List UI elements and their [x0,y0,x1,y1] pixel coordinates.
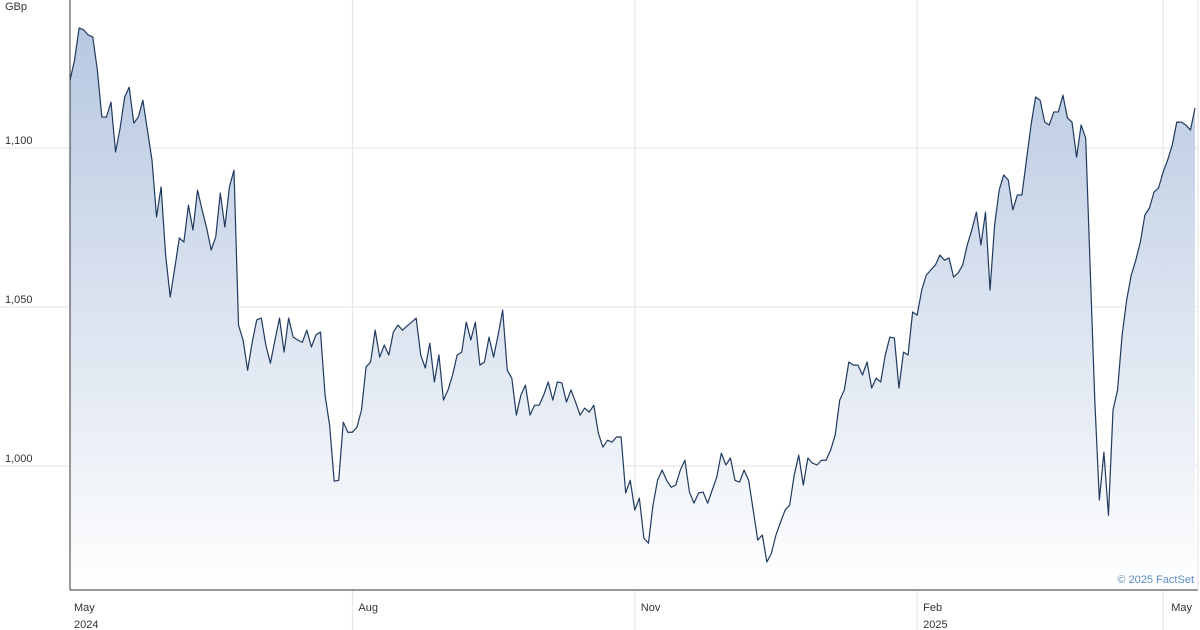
y-tick-label: 1,000 [5,453,33,465]
y-tick-label: 1,050 [5,294,33,306]
x-tick-label: Nov [641,602,661,614]
x-tick-label: Feb [923,602,942,614]
x-tick-year: 2024 [74,619,98,630]
unit-label: GBp [5,1,27,13]
x-tick-label: Aug [358,602,378,614]
x-tick-label: May [1171,602,1192,614]
x-tick-label: May [74,602,95,614]
y-tick-label: 1,100 [5,135,33,147]
price-line [69,27,1196,563]
area-fill [70,27,1195,591]
credit: © 2025 FactSet [1117,574,1194,586]
x-tick-year: 2025 [923,619,947,630]
